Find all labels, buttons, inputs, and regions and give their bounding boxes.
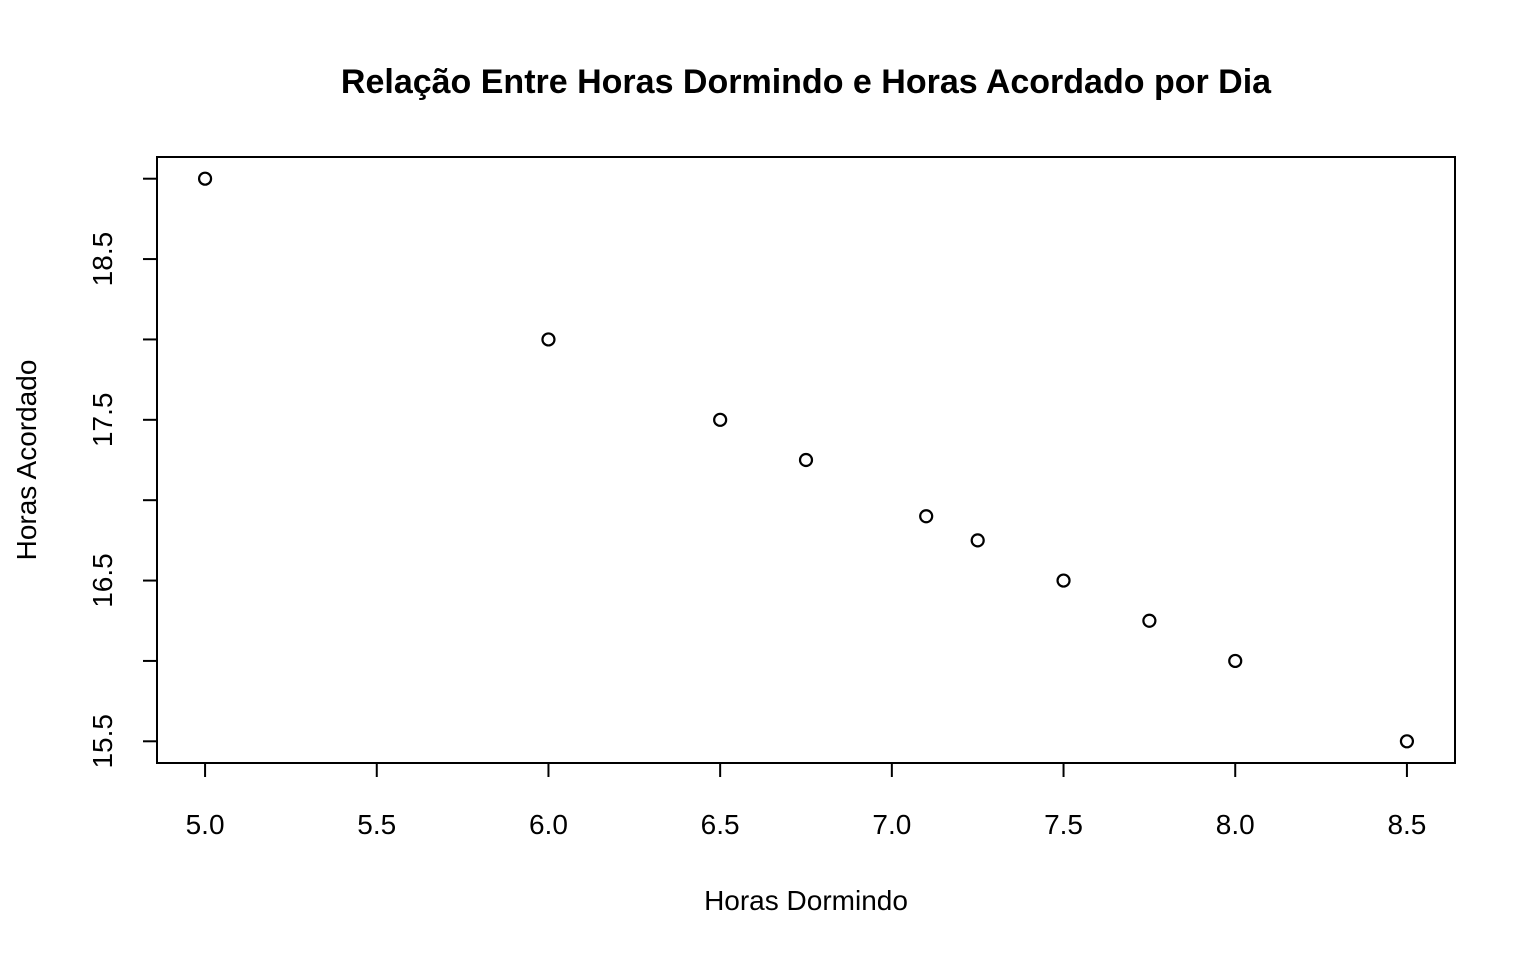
chart-title: Relação Entre Horas Dormindo e Horas Aco… bbox=[341, 63, 1272, 101]
data-points bbox=[197, 171, 1415, 749]
data-point bbox=[713, 412, 728, 427]
data-point bbox=[798, 452, 814, 468]
data-point bbox=[197, 171, 213, 186]
data-point bbox=[1399, 734, 1415, 749]
plot-frame bbox=[156, 156, 1456, 764]
data-point bbox=[970, 533, 985, 548]
data-point bbox=[919, 509, 934, 524]
x-tick-label: 5.0 bbox=[186, 809, 225, 840]
x-tick-label: 8.5 bbox=[1387, 809, 1426, 840]
y-tick-label: 15.5 bbox=[87, 714, 118, 769]
x-tick-label: 7.0 bbox=[872, 809, 911, 840]
x-axis: 5.0 5.5 6.0 6.5 7.0 7.5 8.0 8.5 bbox=[186, 762, 1426, 840]
y-tick-label: 16.5 bbox=[87, 553, 118, 608]
x-axis-label: Horas Dormindo bbox=[704, 885, 908, 916]
x-tick-label: 7.5 bbox=[1044, 809, 1083, 840]
data-point bbox=[1228, 653, 1243, 669]
x-tick-label: 5.5 bbox=[357, 809, 396, 840]
y-axis: 15.5 16.5 17.5 18.5 bbox=[87, 177, 158, 769]
data-point bbox=[541, 332, 556, 347]
x-tick-label: 8.0 bbox=[1216, 809, 1255, 840]
y-axis-label: Horas Acordado bbox=[11, 360, 42, 561]
data-point bbox=[1056, 573, 1071, 588]
data-point bbox=[1142, 613, 1157, 628]
x-tick-label: 6.0 bbox=[529, 809, 568, 840]
x-tick-label: 6.5 bbox=[701, 809, 740, 840]
y-tick-label: 18.5 bbox=[87, 232, 118, 287]
y-tick-label: 17.5 bbox=[87, 393, 118, 448]
